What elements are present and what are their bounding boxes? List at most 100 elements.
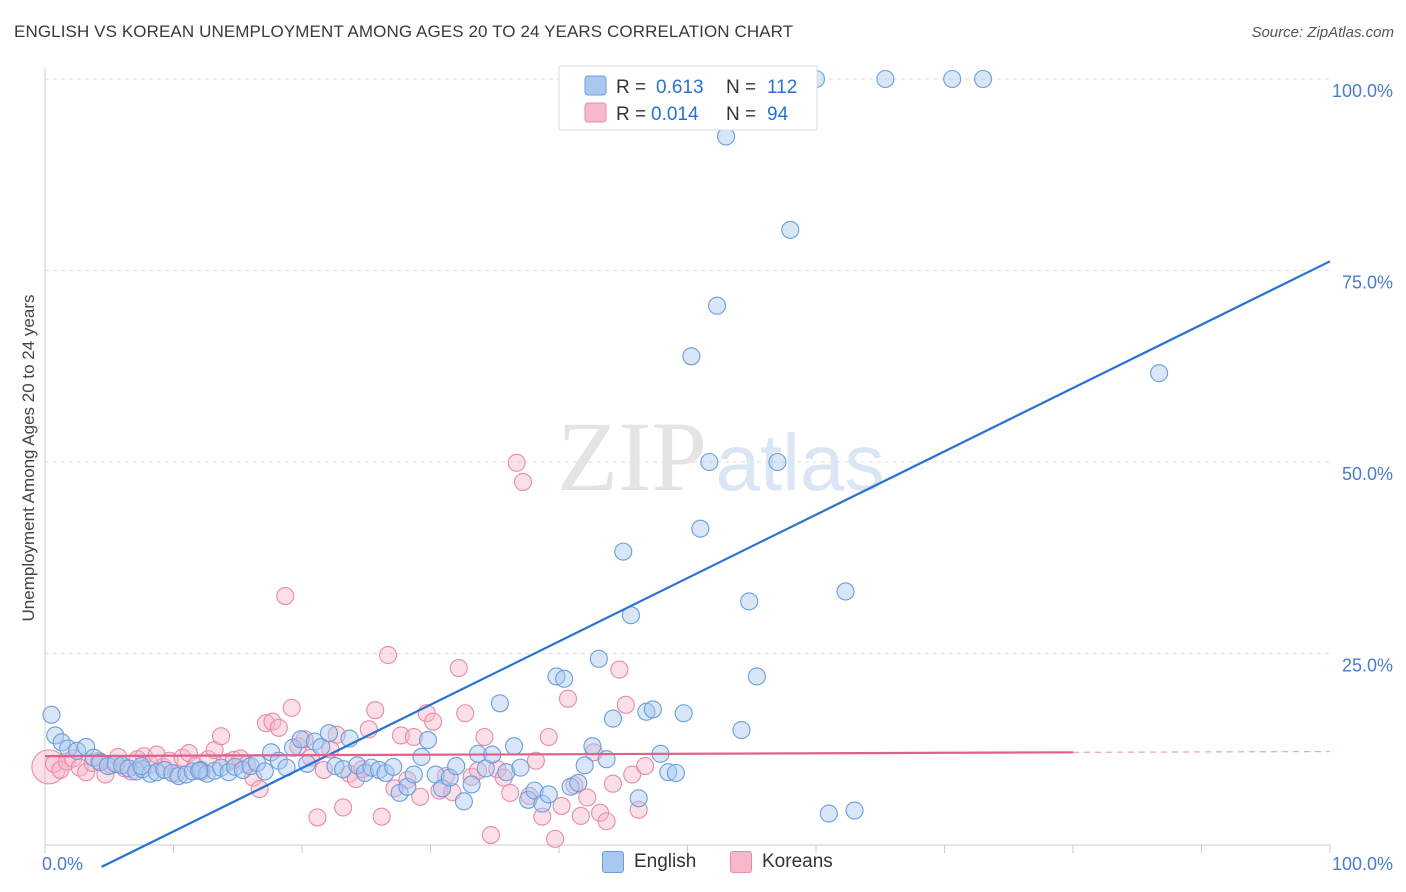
english-point: [700, 452, 719, 472]
english-point: [845, 801, 864, 820]
english-point: [497, 763, 516, 782]
legend-english-n-label: N =: [726, 77, 756, 98]
korean-point: [507, 453, 526, 472]
english-point: [348, 756, 367, 775]
english-point: [462, 775, 481, 794]
english-point: [691, 519, 710, 538]
english-point: [555, 669, 574, 688]
korean-point: [539, 727, 558, 747]
legend-korean-label: Koreans: [762, 851, 833, 872]
english-point: [740, 592, 759, 611]
english-point: [334, 760, 353, 779]
y-axis-label: Unemployment Among Ages 20 to 24 years: [19, 295, 38, 622]
korean-point: [366, 701, 385, 720]
korean-point: [603, 774, 623, 793]
english-point: [404, 765, 423, 784]
korean-point: [346, 770, 366, 789]
x-tick-label: 0.0%: [42, 854, 83, 874]
english-point: [384, 757, 403, 776]
korean-point: [269, 718, 288, 737]
x-tick-label: 100.0%: [1332, 854, 1393, 874]
korean-point: [404, 727, 423, 747]
korean-point: [31, 749, 67, 785]
y-tick-label: 75.0%: [1342, 273, 1393, 293]
watermark-atlas: atlas: [716, 418, 885, 507]
korean-point: [372, 807, 391, 826]
korean-point: [334, 798, 353, 817]
english-point: [629, 789, 648, 808]
english-point: [440, 768, 459, 787]
english-point: [781, 220, 800, 239]
y-tick-label: 50.0%: [1342, 464, 1393, 484]
korean-point: [623, 765, 642, 784]
korean-point: [211, 727, 231, 746]
legend-english-n-value: 112: [767, 77, 797, 98]
korean-point: [533, 807, 552, 826]
legend-english-r-label: R =: [616, 77, 646, 98]
korean-point: [379, 645, 398, 665]
english-trend-line: [101, 260, 1331, 868]
english-point: [533, 794, 552, 813]
english-point: [1150, 364, 1169, 383]
korean-point: [173, 748, 192, 767]
legend-korean-r-label: R =: [616, 104, 646, 125]
korean-trend-line: [44, 751, 1074, 758]
english-point: [84, 748, 103, 767]
grid-lines: [45, 78, 1330, 654]
korean-point: [308, 808, 327, 827]
english-point: [666, 763, 685, 783]
korean-point: [314, 760, 333, 779]
korean-point: [552, 796, 571, 815]
english-point: [183, 762, 202, 781]
series-legend: English Koreans: [0, 851, 1406, 881]
korean-point: [244, 768, 263, 787]
korean-point: [526, 751, 545, 770]
english-point: [255, 762, 274, 781]
english-point: [643, 700, 662, 719]
english-point: [511, 758, 530, 777]
trend-lines: [44, 260, 1331, 868]
korean-point: [616, 695, 635, 714]
english-point: [589, 649, 608, 668]
korean-point: [546, 829, 565, 848]
english-points: [42, 69, 1169, 823]
english-point: [836, 582, 855, 601]
korean-point: [571, 806, 590, 825]
korean-point: [636, 757, 655, 776]
english-point: [169, 767, 188, 786]
english-swatch: [602, 851, 624, 873]
x-tick-labels: 0.0% 100.0%: [42, 854, 1393, 874]
y-tick-labels: 100.0% 75.0% 50.0% 25.0%: [1332, 81, 1393, 676]
korean-point: [558, 689, 578, 708]
legend-english-r-value: 0.613: [656, 77, 704, 98]
stats-legend: R = 0.613 N = 112 R = 0.014 N = 94: [558, 65, 818, 131]
legend-korean-n-label: N =: [726, 104, 756, 125]
y-tick-label: 100.0%: [1332, 81, 1393, 101]
legend-english-label: English: [634, 851, 697, 872]
english-point: [519, 790, 538, 809]
y-tick-label: 25.0%: [1342, 656, 1393, 676]
korean-point: [501, 783, 520, 802]
english-point: [447, 757, 466, 776]
korean-point: [475, 727, 494, 747]
chart-source: Source: ZipAtlas.com: [1251, 24, 1394, 41]
legend-item-english: English: [602, 851, 696, 873]
english-point: [768, 452, 787, 472]
english-point: [973, 69, 993, 89]
english-point: [569, 773, 588, 793]
english-point: [46, 726, 65, 745]
english-point: [539, 785, 558, 804]
english-point: [575, 756, 594, 775]
korean-point: [276, 586, 295, 606]
english-point: [732, 721, 751, 740]
watermark-zip: ZIP: [557, 401, 707, 512]
english-point: [42, 705, 61, 724]
english-point: [747, 667, 766, 686]
english-point: [943, 69, 962, 89]
legend-korean-n-value: 94: [767, 104, 789, 125]
korean-point: [77, 763, 96, 782]
english-point: [504, 737, 524, 756]
korean-point: [597, 812, 616, 831]
english-point: [412, 747, 431, 766]
